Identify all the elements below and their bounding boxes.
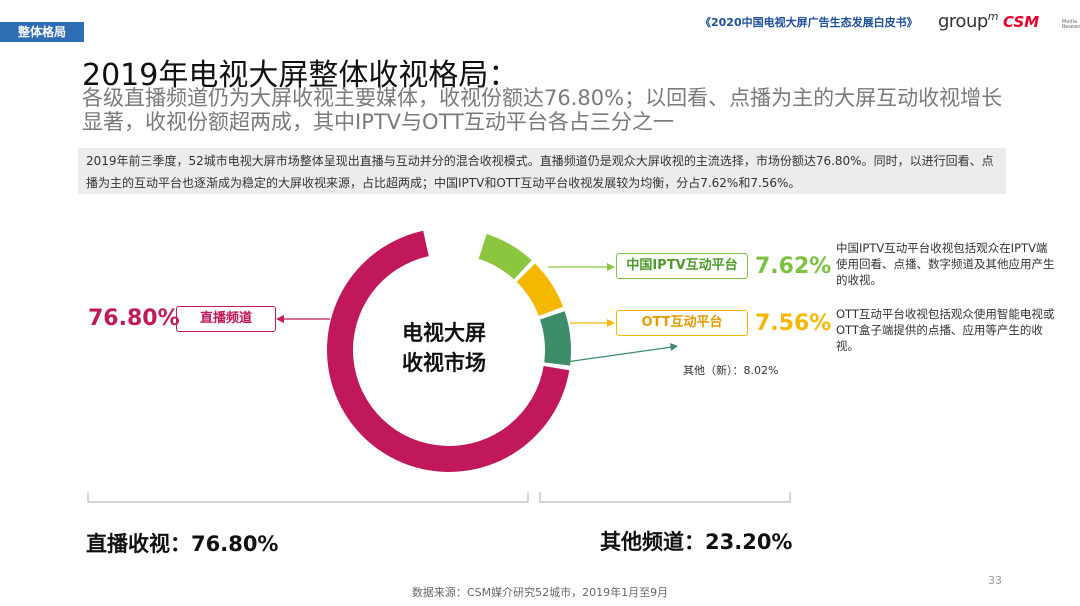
donut-segment-1 bbox=[478, 233, 532, 280]
other-total-label: 其他频道：23.20% bbox=[600, 530, 793, 554]
iptv-platform-label: 中国IPTV互动平台 bbox=[616, 253, 748, 279]
ott-connector-arrow bbox=[607, 319, 615, 327]
chart-center-label: 电视大屏 收视市场 bbox=[384, 318, 504, 378]
csm-logo: CSM bbox=[1003, 13, 1040, 31]
donut-segment-2 bbox=[516, 263, 564, 317]
donut-segments bbox=[327, 230, 571, 472]
ott-platform-label: OTT互动平台 bbox=[616, 310, 748, 336]
live-share-value: 76.80% bbox=[88, 306, 180, 331]
live-connector-arrow bbox=[276, 315, 284, 323]
other-bracket bbox=[539, 492, 791, 503]
groupm-logo: groupm bbox=[938, 10, 999, 32]
summary-box: 2019年前三季度，52城市电视大屏市场整体呈现出直播与互动并分的混合收视模式。… bbox=[78, 148, 1006, 194]
donut-segment-3 bbox=[540, 311, 571, 366]
iptv-share-value: 7.62% bbox=[755, 254, 832, 279]
center-label-line2: 收视市场 bbox=[402, 351, 486, 375]
section-tag: 整体格局 bbox=[0, 22, 84, 42]
live-total-label: 直播收视：76.80% bbox=[86, 532, 279, 556]
ott-share-value: 7.56% bbox=[755, 311, 832, 336]
page-title: 2019年电视大屏整体收视格局： bbox=[82, 58, 519, 93]
ott-description: OTT互动平台收视包括观众使用智能电视或OTT盒子端提供的点播、应用等产生的收视… bbox=[836, 307, 1055, 353]
groupm-logo-text: group bbox=[938, 11, 988, 32]
groupm-logo-m: m bbox=[987, 10, 999, 23]
center-label-line1: 电视大屏 bbox=[402, 321, 486, 345]
live-bracket bbox=[87, 492, 529, 503]
page-subtitle: 各级直播频道仍为大屏收视主要媒体，收视份额达76.80%；以回看、点播为主的大屏… bbox=[82, 86, 1003, 134]
report-title: 《2020中国电视大屏广告生态发展白皮书》 bbox=[700, 16, 918, 29]
data-source: 数据来源：CSM媒介研究52城市，2019年1月至9月 bbox=[411, 586, 669, 599]
page-number: 33 bbox=[988, 574, 1002, 587]
iptv-connector-arrow bbox=[607, 263, 615, 271]
other-share-label: 其他（新）：8.02% bbox=[683, 364, 779, 377]
iptv-description: 中国IPTV互动平台收视包括观众在IPTV端使用回看、点播、数字频道及其他应用产… bbox=[836, 241, 1055, 287]
other-connector-line bbox=[565, 346, 673, 363]
other-connector-arrow bbox=[670, 343, 678, 351]
live-channel-label: 直播频道 bbox=[176, 306, 276, 332]
csm-logo-subtext: Media Research bbox=[1062, 19, 1080, 30]
